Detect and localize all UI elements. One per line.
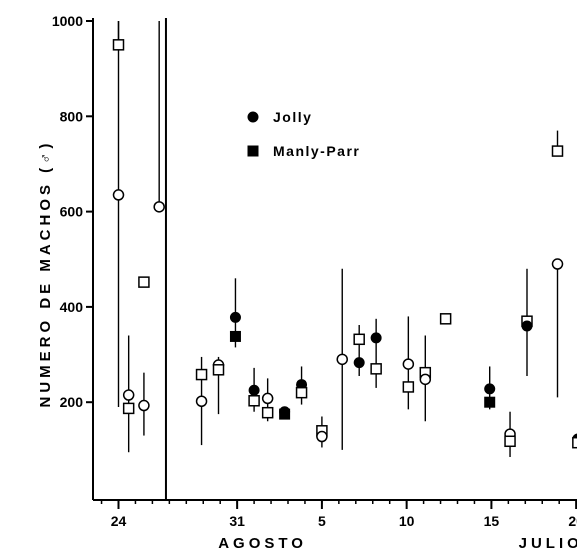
y-tick-label: 600	[60, 204, 84, 220]
y-ticks: 200 400 600 800 1000	[52, 13, 93, 410]
data-point-open-square	[572, 436, 577, 449]
data-point-open-circle	[153, 201, 165, 213]
x-ticks: 24 31 5 10 15 20	[100, 500, 577, 529]
x-tick-label: 31	[229, 513, 245, 529]
data-point-open-square	[212, 364, 225, 376]
data-point-open-square	[353, 333, 365, 346]
data-point-open-circle	[122, 389, 135, 401]
data-point-open-square	[195, 368, 208, 381]
x-month-label: AGOSTO	[218, 535, 307, 552]
data-point-filled-square	[229, 330, 241, 342]
data-point-filled-circle	[353, 357, 365, 369]
data-point-open-circle	[551, 258, 564, 270]
data-point-open-square	[112, 39, 125, 51]
data-point-filled-circle	[484, 383, 496, 395]
x-tick-label: 10	[399, 513, 415, 529]
legend-marker-filled-square	[247, 145, 259, 157]
data-point-open-circle	[261, 392, 274, 405]
data-point-open-circle	[112, 189, 125, 201]
x-tick-label: 5	[318, 513, 326, 529]
data-point-filled-square	[484, 396, 496, 408]
data-point-open-square	[248, 395, 260, 407]
data-point-filled-circle	[370, 332, 382, 344]
legend: Jolly Manly-Parr	[247, 109, 360, 159]
error-bars	[117, 21, 559, 457]
x-month-label: JULIO	[519, 535, 577, 552]
y-tick-label: 800	[60, 108, 84, 124]
data-point-open-square	[551, 145, 564, 157]
legend-label: Manly-Parr	[273, 143, 360, 159]
y-tick-label: 400	[60, 299, 84, 315]
y-tick-label: 200	[60, 394, 84, 410]
data-point-open-circle	[419, 373, 432, 386]
data-point-open-circle	[138, 399, 150, 412]
legend-label: Jolly	[273, 109, 312, 125]
data-point-open-square	[439, 313, 452, 325]
data-point-open-square	[504, 435, 516, 448]
data-point-open-circle	[336, 353, 348, 366]
data-point-open-square	[261, 406, 274, 419]
x-tick-label: 15	[484, 513, 500, 529]
data-points	[112, 39, 577, 449]
data-point-open-square	[370, 363, 382, 375]
x-tick-label: 24	[111, 513, 127, 529]
data-point-open-circle	[195, 395, 208, 407]
data-point-open-square	[295, 386, 308, 399]
data-point-filled-square	[279, 408, 291, 420]
data-point-open-circle	[316, 430, 328, 443]
y-tick-label: 1000	[52, 13, 83, 29]
y-axis-label: NUMERO DE MACHOS (♂)	[37, 140, 54, 408]
data-point-filled-circle	[521, 320, 533, 332]
x-month-labels: JULIO AGOSTO	[218, 535, 577, 552]
data-point-open-square	[138, 276, 150, 288]
data-point-open-circle	[402, 358, 415, 370]
data-point-filled-circle	[229, 311, 241, 323]
data-point-open-square	[402, 381, 415, 393]
data-point-filled-circle	[248, 384, 260, 396]
axes	[92, 18, 577, 501]
legend-marker-filled-circle	[247, 111, 259, 123]
data-point-open-square	[122, 402, 135, 415]
x-tick-label: 20	[568, 513, 577, 529]
